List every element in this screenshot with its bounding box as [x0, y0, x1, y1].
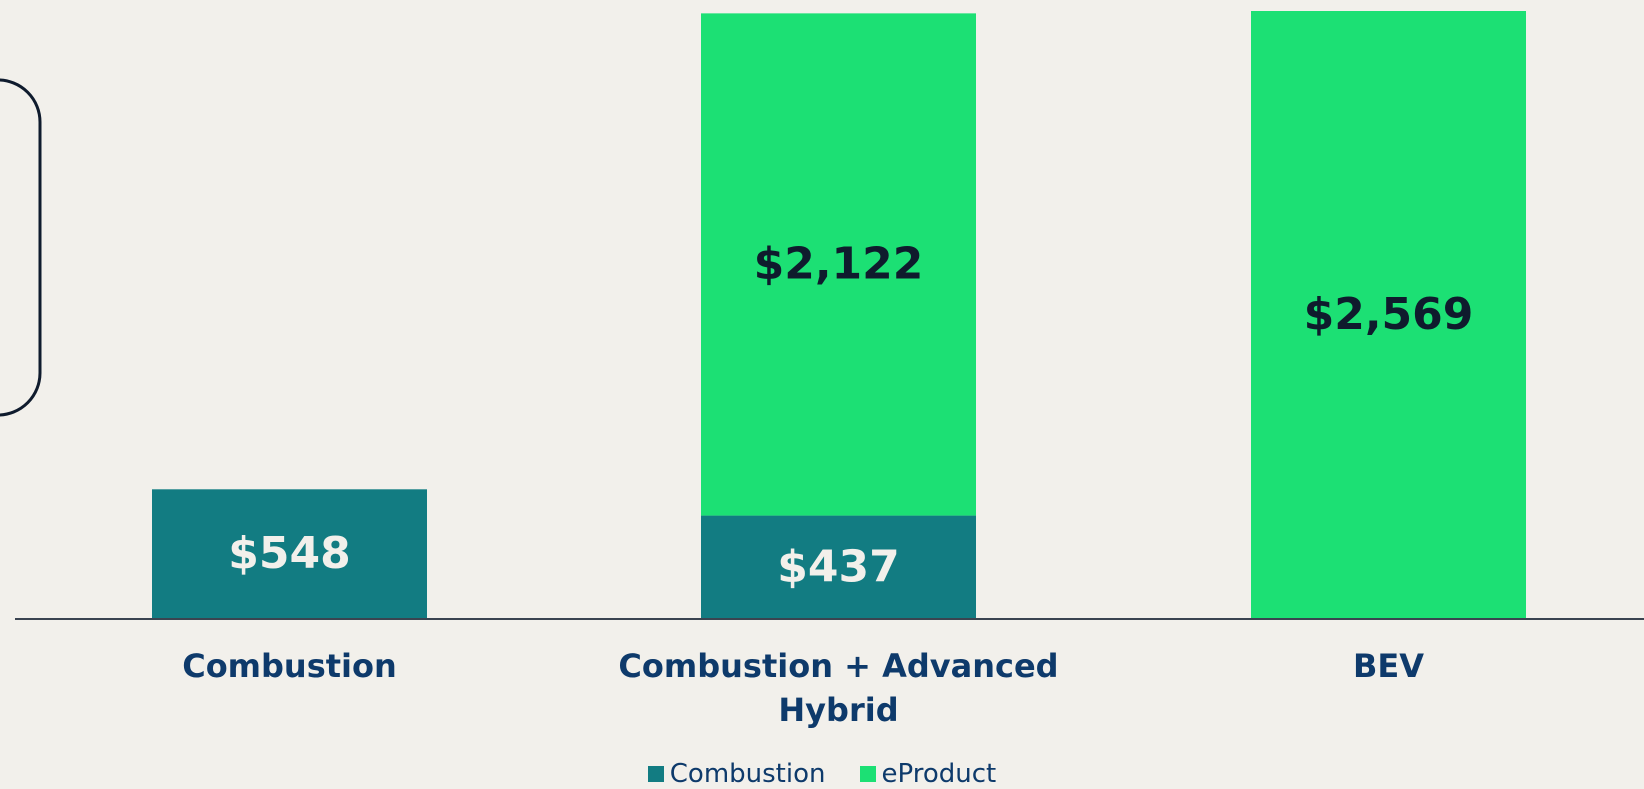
data-label: $2,569 [1304, 289, 1474, 340]
bar-segment [1251, 11, 1526, 619]
data-label: $548 [228, 528, 350, 579]
legend-label: Combustion [669, 759, 826, 789]
bar-segment [701, 13, 976, 516]
legend-label: eProduct [881, 759, 997, 789]
bar-segment [701, 515, 976, 619]
x-tick-label: Combustion [182, 647, 397, 685]
x-tick-label: Combustion + Advanced Hybrid [618, 647, 1059, 729]
data-label: $437 [777, 541, 899, 592]
data-label: $2,122 [754, 238, 924, 289]
bar-segment [152, 489, 427, 619]
legend-swatch [647, 766, 664, 782]
legend-swatch [859, 766, 876, 782]
legend: Combustion eProduct [0, 759, 1644, 789]
legend-item: eProduct [859, 759, 997, 789]
legend-item: Combustion [647, 759, 826, 789]
x-tick-label: BEV [1352, 647, 1424, 685]
callout-box [0, 78, 42, 417]
